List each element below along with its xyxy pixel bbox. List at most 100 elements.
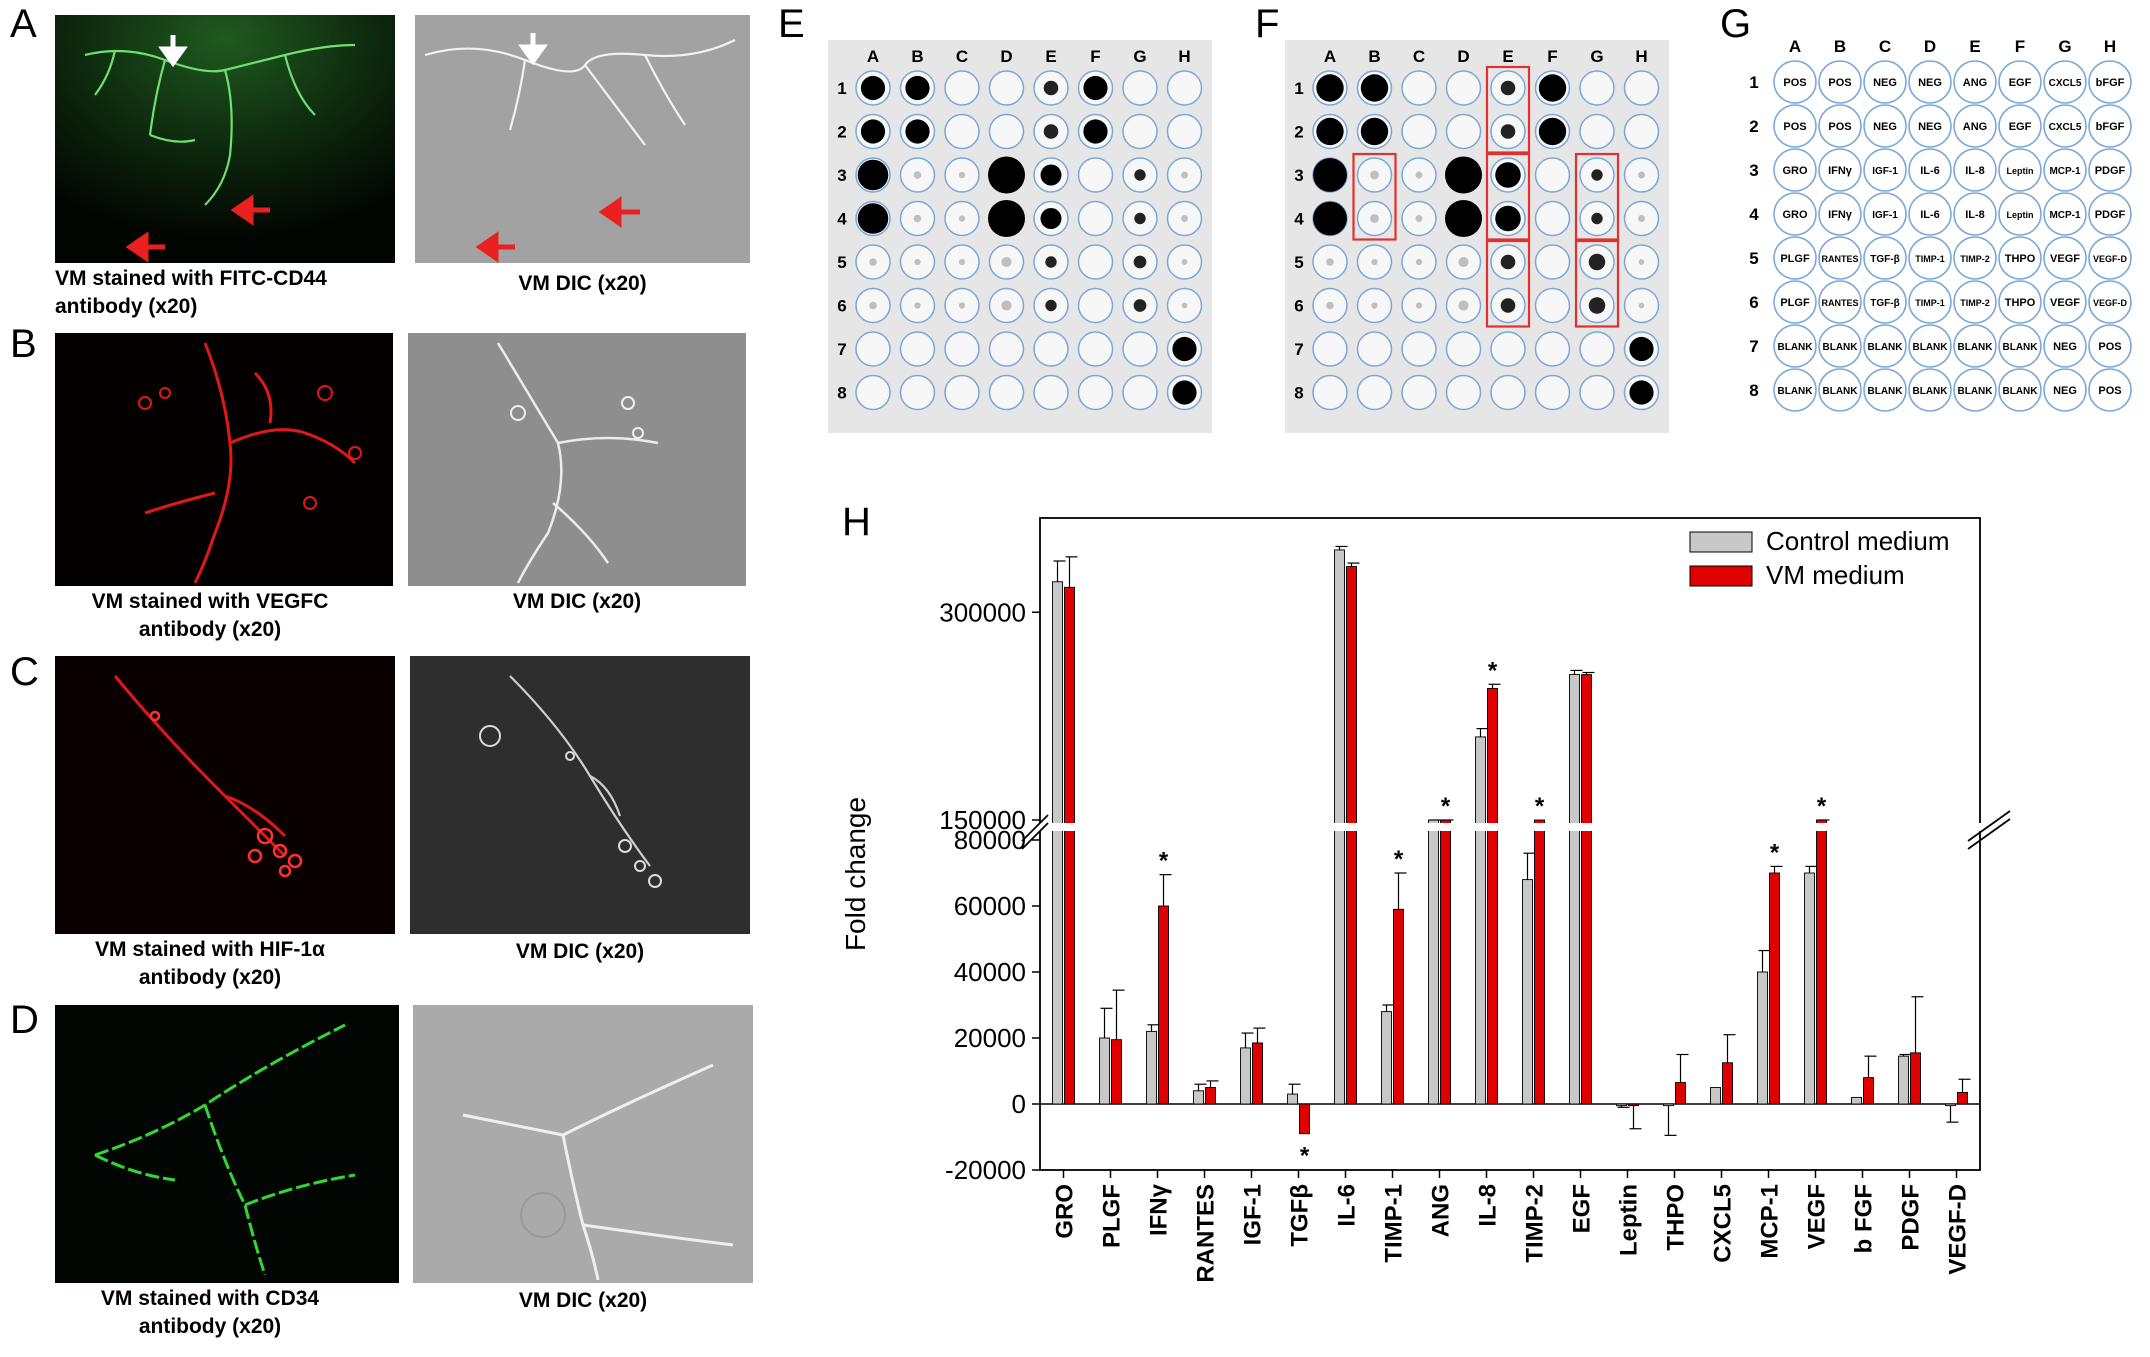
map-spot-label: TGF-β [1870, 254, 1899, 265]
map-spot [1863, 324, 1907, 368]
array-f-spot-ring [1401, 113, 1437, 150]
significance-marker: * [1441, 793, 1451, 820]
fold-change-bar-chart: -20000 0 20000 40000 60000 80000 150000 300000 F… [830, 500, 2140, 1350]
map-spot-label: TGF-β [1870, 298, 1899, 309]
array-f-spot-ring [1579, 374, 1615, 411]
array-e-spot-ring [944, 331, 980, 367]
map-spot [1818, 368, 1862, 412]
array-e-spot [1001, 300, 1012, 311]
x-tick-label: VEGF [1804, 1184, 1831, 1249]
map-spot-label: bFGF [2096, 121, 2125, 133]
array-f-spot-ring [1490, 374, 1526, 411]
array-f-spot-ring [1490, 331, 1526, 367]
control-bar [1428, 819, 1439, 1105]
map-spot-label: BLANK [2003, 386, 2039, 397]
cd34-fluorescence-image [55, 1005, 399, 1283]
map-spot-label: THPO [2005, 253, 2036, 265]
array-f-spot [1591, 212, 1603, 225]
y-tick-label: -20000 [945, 1155, 1026, 1185]
map-spot-label: bFGF [2096, 77, 2125, 89]
hif1a-dic-image [410, 656, 750, 934]
map-spot-label: VEGF-D [2093, 254, 2128, 264]
vm-bar [1252, 1042, 1263, 1105]
array-f-spot-ring [1445, 70, 1482, 106]
map-spot-label: POS [1783, 121, 1806, 133]
map-spot [2088, 104, 2132, 148]
array-e-col-label-d: D [1000, 47, 1012, 66]
vegfc-dic-image [408, 333, 746, 586]
panel-label-d: D [10, 998, 39, 1042]
map-spot [2088, 324, 2132, 368]
map-spot-label: IFNγ [1828, 209, 1853, 221]
array-e-spot [869, 258, 877, 266]
array-e-spot [1045, 299, 1057, 312]
map-spot-label: NEG [1918, 121, 1942, 133]
map-spot [2088, 280, 2132, 324]
map-spot [2043, 148, 2087, 192]
map-spot [1818, 280, 1862, 324]
array-e-spot-ring [1077, 374, 1114, 411]
map-spot-label: VEGF-D [2093, 298, 2128, 308]
map-spot-label: CXCL5 [2049, 78, 2082, 89]
hif1a-fluorescence-image [55, 656, 395, 934]
map-spot-label: NEG [1918, 77, 1942, 89]
array-f-row-label-8: 8 [1294, 384, 1303, 403]
array-e-spot-ring [1122, 331, 1158, 367]
axis-break-slash [1967, 818, 2011, 850]
array-e-spot [1040, 208, 1062, 229]
array-e-spot-ring [1166, 113, 1203, 150]
map-spot-label: PLGF [1780, 253, 1810, 265]
array-f-spot [1316, 74, 1344, 102]
fitc-cd44-fluorescence-image [55, 15, 395, 263]
map-col-label-a: A [1789, 37, 1801, 56]
array-f-spot [1495, 205, 1521, 232]
array-f-spot [1500, 80, 1516, 96]
array-e-spot-ring [1077, 287, 1114, 324]
array-e-spot-ring [1077, 200, 1114, 237]
array-f-spot-ring [1445, 331, 1482, 367]
map-spot-label: POS [2098, 341, 2121, 353]
map-spot [2088, 60, 2132, 104]
array-e-col-label-b: B [911, 47, 923, 66]
map-spot-label: GRO [1782, 209, 1808, 221]
array-layout-map: A B C D E F G H 1 2 3 4 5 6 7 8 POS POS NEG NEG ANG EGF CXCL5 b… [1740, 30, 2145, 440]
vm-bar [1910, 1052, 1921, 1105]
array-f-row-label-3: 3 [1294, 166, 1303, 185]
hif1a-fluor-caption: VM stained with HIF-1α antibody (x20) [95, 938, 325, 989]
map-spot [1998, 60, 2042, 104]
map-spot [1953, 60, 1997, 104]
control-bar [1381, 1011, 1392, 1105]
map-spot-label: IL-6 [1920, 209, 1940, 221]
array-e-spot-ring [1166, 70, 1203, 106]
array-f-highlight-box [1574, 239, 1620, 328]
map-row-label-7: 7 [1749, 337, 1758, 356]
array-f-spot-ring [1356, 331, 1393, 367]
array-f-spot-ring [1579, 331, 1615, 367]
array-e-spot [857, 203, 889, 234]
array-e-spot-ring [899, 374, 936, 411]
array-e-spot [958, 171, 966, 179]
significance-marker: * [1535, 793, 1545, 820]
map-spot-label: IL-8 [1965, 209, 1985, 221]
array-f-spot-ring [1312, 331, 1348, 367]
map-spot [1863, 148, 1907, 192]
panel-label-b: B [10, 322, 37, 366]
array-f-spot [1371, 302, 1378, 309]
array-f-spot [1458, 300, 1469, 311]
array-e-spot [1133, 255, 1147, 269]
map-spot [2043, 192, 2087, 236]
x-tick-label: TIMP-1 [1381, 1184, 1408, 1263]
map-col-label-b: B [1834, 37, 1846, 56]
array-e-spot [914, 258, 921, 266]
y-tick-label: 80000 [954, 825, 1026, 855]
array-f-spot [1638, 171, 1645, 179]
vm-bar [1064, 586, 1075, 1105]
map-spot [1953, 368, 1997, 412]
axis-break-slash [1021, 822, 1049, 850]
array-e-spot-ring [988, 331, 1025, 367]
vm-bar [1722, 1062, 1733, 1105]
map-spot [1773, 104, 1817, 148]
map-spot [1953, 104, 1997, 148]
array-f-col-label-e: E [1502, 47, 1513, 66]
map-col-label-d: D [1924, 37, 1936, 56]
